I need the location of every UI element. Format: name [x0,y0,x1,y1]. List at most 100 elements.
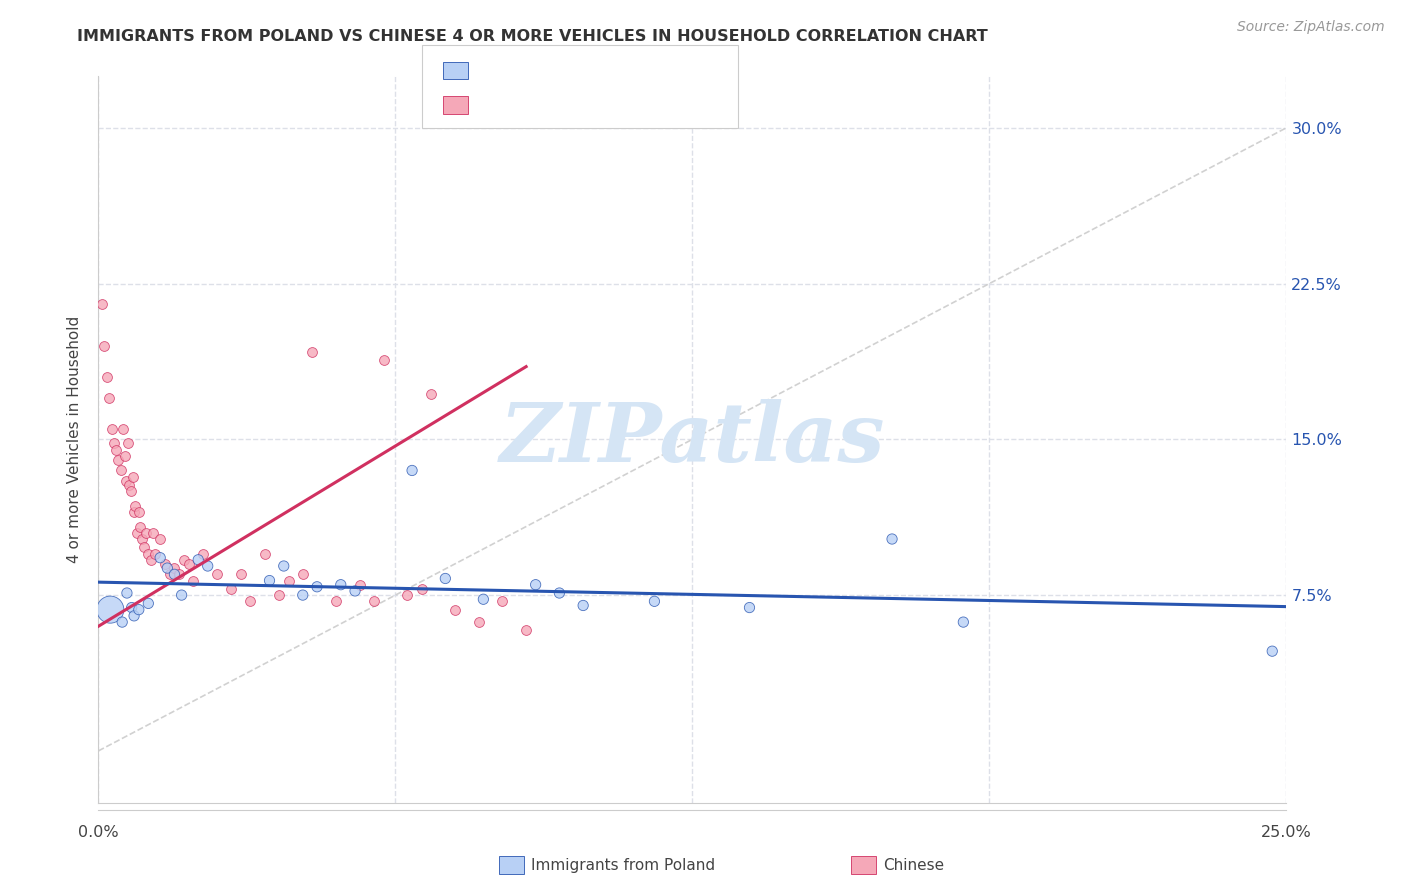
Point [229,567,252,582]
Point [363,594,385,608]
Point [411,582,433,596]
Point [472,592,495,607]
Text: 0.402: 0.402 [517,97,565,112]
Point [107,453,129,467]
Point [467,615,489,629]
Point [128,505,150,519]
Point [142,525,165,540]
Point [183,574,205,588]
Point [129,519,152,533]
Point [952,615,974,629]
Point [267,588,290,602]
Point [434,572,457,586]
Point [291,567,314,582]
Point [259,574,281,588]
Point [491,594,513,608]
Point [136,596,159,610]
Point [112,422,135,436]
Point [128,602,150,616]
Point [548,586,571,600]
Point [277,574,299,588]
Text: IMMIGRANTS FROM POLAND VS CHINESE 4 OR MORE VEHICLES IN HOUSEHOLD CORRELATION CH: IMMIGRANTS FROM POLAND VS CHINESE 4 OR M… [77,29,988,44]
Point [401,463,423,477]
Text: ZIPatlas: ZIPatlas [499,400,886,479]
Point [191,547,214,561]
Point [325,594,347,608]
Point [100,422,122,436]
Point [349,578,371,592]
Point [98,602,121,616]
Point [91,297,114,311]
Point [344,583,367,598]
Point [167,567,190,582]
Point [329,578,352,592]
Point [115,586,138,600]
Point [127,525,149,540]
Point [273,559,295,574]
Point [96,370,118,384]
Point [187,553,209,567]
Point [121,600,143,615]
Point [93,339,115,353]
Text: N =: N = [574,63,603,78]
Text: Source: ZipAtlas.com: Source: ZipAtlas.com [1237,20,1385,34]
Point [122,505,145,519]
Point [145,547,167,561]
Point [149,532,172,546]
Point [111,615,134,629]
Point [738,600,761,615]
Point [122,608,145,623]
Point [153,557,176,571]
Point [305,580,328,594]
Text: Immigrants from Poland: Immigrants from Poland [531,858,716,872]
Point [97,391,120,405]
Text: 30: 30 [616,63,637,78]
Point [197,559,219,574]
Text: N =: N = [574,97,603,112]
Point [120,484,142,499]
Point [301,345,323,359]
Text: Chinese: Chinese [883,858,943,872]
Point [117,436,139,450]
Point [524,578,547,592]
Point [515,624,537,638]
Point [105,442,128,457]
Point [139,553,162,567]
Point [177,557,200,571]
Text: 25.0%: 25.0% [1261,825,1312,840]
Point [253,547,276,561]
Point [221,582,243,596]
Point [136,547,159,561]
Text: R =: R = [475,97,503,112]
Point [121,469,143,483]
Point [114,449,136,463]
Point [1261,644,1284,658]
Point [572,599,595,613]
Point [170,588,193,602]
Point [396,588,419,602]
Point [115,474,138,488]
Text: 0.0%: 0.0% [79,825,118,840]
Point [291,588,314,602]
Point [131,532,153,546]
Point [163,567,186,582]
Point [110,463,132,477]
Point [149,550,172,565]
Text: 0.192: 0.192 [517,63,565,78]
Point [643,594,665,608]
Point [103,436,125,450]
Point [173,553,195,567]
Point [239,594,262,608]
Point [444,602,467,616]
Point [156,561,179,575]
Point [159,567,181,582]
Point [880,532,903,546]
Point [124,499,146,513]
Point [132,541,155,555]
Point [163,561,186,575]
Text: R =: R = [475,63,503,78]
Point [135,525,157,540]
Point [118,478,141,492]
Text: 57: 57 [616,97,637,112]
Point [373,353,395,368]
